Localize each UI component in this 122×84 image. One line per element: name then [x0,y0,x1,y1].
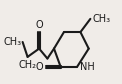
Text: NH: NH [80,62,94,72]
Text: CH₃: CH₃ [92,14,110,24]
Text: CH₃: CH₃ [4,37,22,47]
Text: O: O [36,62,43,72]
Text: CH₂: CH₂ [19,60,37,70]
Text: O: O [35,20,43,30]
